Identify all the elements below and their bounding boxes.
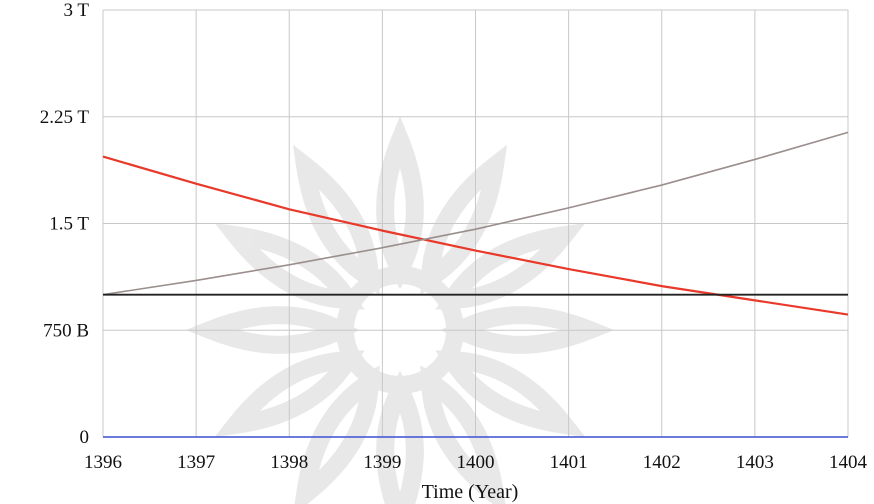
watermark-petal <box>214 350 365 438</box>
x-tick-label: 1401 <box>550 452 588 473</box>
y-tick-label: 3 T <box>63 0 89 21</box>
y-tick-label: 750 B <box>43 320 89 341</box>
watermark-petal <box>420 144 508 295</box>
series-line-gray <box>102 131 849 296</box>
watermark-petal <box>376 370 424 504</box>
watermark-petal <box>292 144 380 295</box>
x-axis-ticks: 1396 1397 1398 1399 1400 1401 1402 1403 1404 <box>84 452 868 473</box>
x-tick-label: 1400 <box>457 452 495 473</box>
x-tick-label: 1396 <box>84 452 122 473</box>
y-tick-label: 2.25 T <box>40 107 90 128</box>
y-tick-label: 1.5 T <box>49 214 89 235</box>
watermark-petal <box>435 350 586 438</box>
series-lines <box>102 131 849 316</box>
x-tick-label: 1404 <box>829 452 868 473</box>
x-tick-label: 1397 <box>177 452 215 473</box>
watermark-emblem <box>185 115 615 504</box>
x-tick-label: 1402 <box>643 452 681 473</box>
x-tick-label: 1403 <box>736 452 774 473</box>
y-tick-label: 0 <box>80 427 90 448</box>
grid-lines <box>102 9 849 438</box>
x-tick-label: 1398 <box>270 452 308 473</box>
x-axis-label: Time (Year) <box>422 481 519 503</box>
watermark-petal <box>294 365 380 504</box>
series-line-red <box>102 155 849 316</box>
watermark-petal <box>376 115 424 290</box>
watermark-petal <box>214 222 365 310</box>
watermark-petal <box>420 365 506 504</box>
x-tick-label: 1399 <box>363 452 401 473</box>
y-axis-ticks: 0 750 B 1.5 T 2.25 T 3 T <box>40 0 90 448</box>
watermark-petal <box>435 222 586 310</box>
